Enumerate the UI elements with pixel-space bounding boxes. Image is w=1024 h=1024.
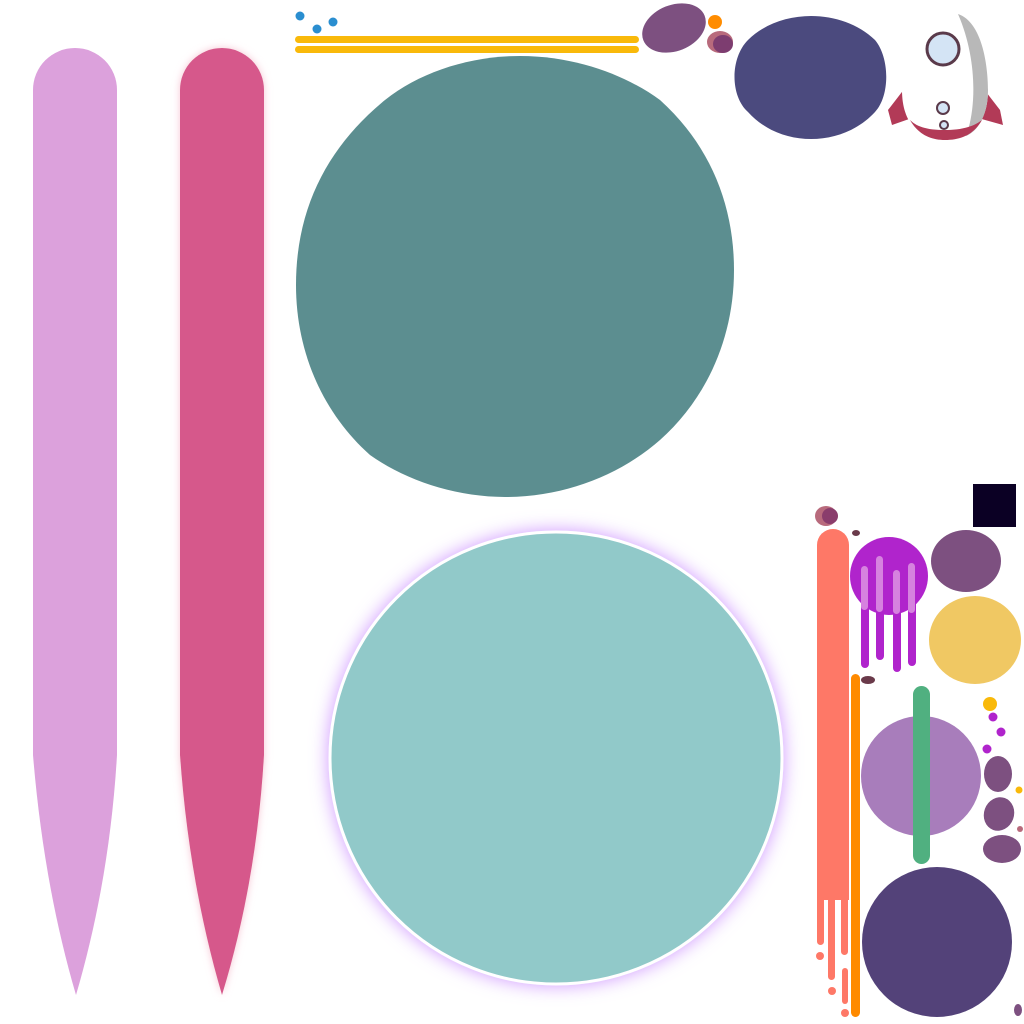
rocket-body [902,12,988,140]
coral-trail-gap [835,900,841,910]
magenta-dot [996,727,1006,737]
rocket-body-shade [958,14,988,136]
rocket-base [910,120,982,140]
yellow-streak [295,46,639,53]
blue-dot [312,24,322,34]
small-asteroid-shade [822,508,838,524]
coral-trail-streak [817,895,824,945]
purple-blob-planet [931,530,1001,592]
navy-planet-lens [734,16,887,139]
coral-trail-dot [828,987,836,995]
coral-trail-dot [841,1009,849,1017]
jellyfish-stripe [876,556,883,612]
magenta-jellyfish-planet [850,537,928,672]
magenta-dot [982,744,992,754]
blue-dot [328,17,338,27]
purple-asteroid [642,3,706,53]
jellyfish-stripe [908,563,915,613]
jellyfish-stripe [861,566,868,610]
jellyfish-stripe [893,570,900,614]
blue-dot [295,11,305,21]
coral-rocket-trail [816,529,849,1017]
small-asteroid-shade [713,35,733,53]
coral-trail-streak [842,968,848,1004]
rocket-window [925,31,961,67]
coral-trail-dot [816,952,824,960]
gold-planet [929,596,1021,684]
coral-trail-bar [817,529,849,900]
coral-trail-streak [828,895,835,980]
pink-tentacle-dark [180,48,264,995]
tiny-asteroid [861,676,875,684]
purple-asteroid [984,756,1012,792]
pink-tentacle-light [33,48,117,995]
magenta-dot [988,712,998,722]
green-ring-bar [913,686,930,864]
rocket-ship [888,12,1003,140]
tiny-asteroid [1014,1004,1022,1016]
light-teal-planet-glow [328,530,784,986]
gold-dot [1015,786,1023,794]
teal-planet-large [296,56,734,497]
coral-trail-streak [841,895,848,955]
rocket-porthole [936,101,950,115]
tiny-asteroid [1017,826,1023,832]
orange-rocket-trail [851,674,860,1017]
gold-dot [983,697,997,711]
yellow-streak [295,36,639,43]
dark-purple-planet [862,867,1012,1017]
rocket-porthole-small [939,120,949,130]
coral-trail-gap [824,900,828,910]
purple-asteroid [983,797,1015,831]
dark-navy-square [973,484,1016,527]
purple-asteroid [983,835,1021,863]
tiny-asteroid [852,530,860,536]
orange-dot [708,15,722,29]
